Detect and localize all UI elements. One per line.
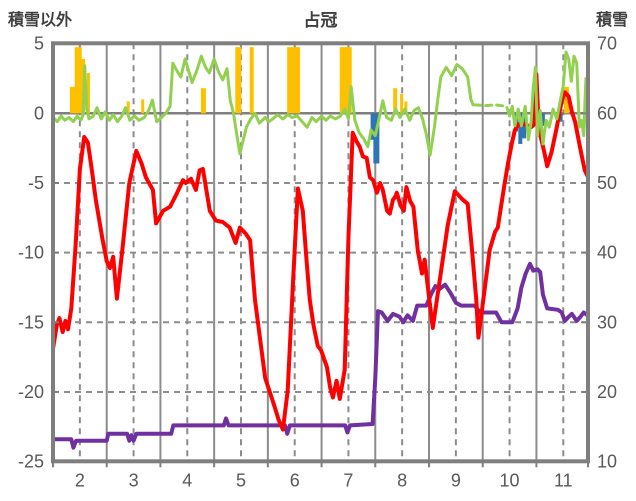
x-axis-tick-label: 9	[451, 470, 461, 490]
orange-bar	[69, 86, 76, 114]
green-line	[51, 54, 475, 157]
orange-bar	[400, 93, 404, 114]
blue-bar	[518, 113, 523, 144]
orange-bar	[200, 88, 206, 114]
right-axis-tick-label: 70	[597, 34, 617, 54]
x-axis-tick-label: 4	[182, 470, 192, 490]
right-axis-tick-label: 60	[597, 103, 617, 123]
red-line	[51, 72, 590, 432]
orange-bar	[249, 47, 254, 114]
blue-bar	[540, 113, 545, 126]
x-axis-tick-label: 10	[500, 470, 520, 490]
right-axis-tick-label: 20	[597, 382, 617, 402]
orange-bar	[564, 86, 570, 114]
x-axis-tick-label: 2	[75, 470, 85, 490]
orange-bar	[287, 47, 301, 114]
purple-line	[51, 261, 590, 450]
orange-bar	[141, 99, 145, 114]
left-axis-tick-label: 5	[34, 34, 44, 54]
x-axis-tick-label: 7	[343, 470, 353, 490]
orange-bar	[339, 47, 352, 114]
x-axis-tick-label: 8	[397, 470, 407, 490]
orange-bar	[74, 47, 82, 114]
left-axis-tick-label: -10	[18, 243, 44, 263]
orange-bar	[126, 101, 130, 114]
right-axis-tick-label: 30	[597, 312, 617, 332]
x-axis-tick-label: 3	[129, 470, 139, 490]
left-axis-tick-label: -15	[18, 312, 44, 332]
left-axis-label: 積雪以外	[8, 12, 73, 29]
green-line-dashed	[473, 103, 507, 108]
x-axis-tick-label: 11	[554, 470, 573, 490]
orange-bar	[86, 72, 90, 114]
left-axis-tick-label: -20	[18, 382, 44, 402]
left-axis-tick-label: -5	[28, 173, 44, 193]
right-axis-tick-label: 50	[597, 173, 617, 193]
orange-bar	[235, 47, 242, 114]
left-axis-tick-label: -25	[18, 452, 44, 472]
right-axis-tick-label: 40	[597, 243, 617, 263]
x-axis-tick-label: 5	[236, 470, 246, 490]
right-axis-label: 積雪	[595, 12, 628, 29]
left-axis-tick-label: 0	[34, 103, 44, 123]
blue-bar	[370, 113, 375, 140]
right-axis-tick-label: 10	[597, 452, 617, 472]
orange-bar	[404, 101, 408, 114]
chart-title: 占冠	[303, 11, 338, 30]
orange-bar	[393, 88, 398, 114]
blue-bar	[373, 113, 380, 164]
x-axis-tick-label: 6	[290, 470, 300, 490]
green-line-2	[505, 50, 589, 146]
